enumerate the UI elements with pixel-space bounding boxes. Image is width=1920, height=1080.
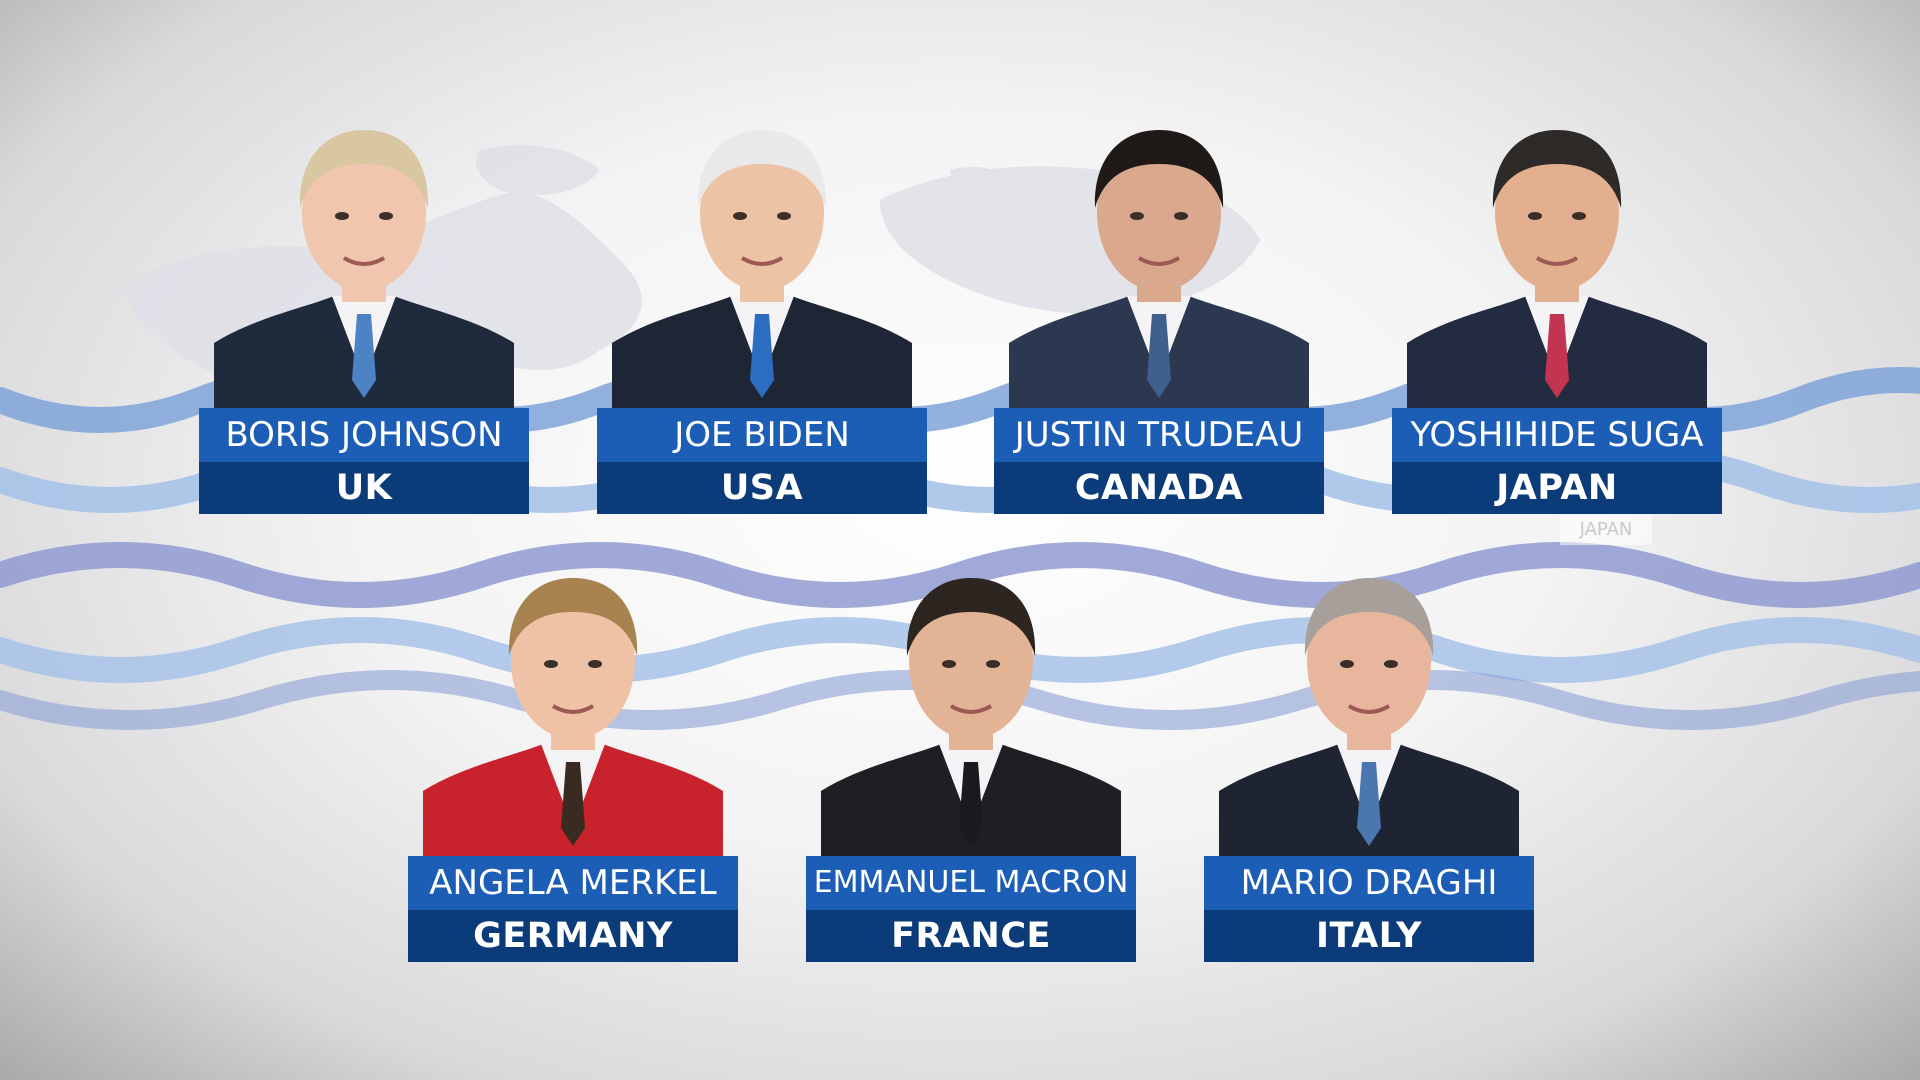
leader-photo [423, 566, 723, 856]
leader-country: USA [597, 462, 927, 514]
hair-shape [1304, 578, 1434, 656]
tie-shape [561, 762, 585, 846]
hair-shape [299, 130, 429, 208]
leader-name: EMMANUEL MACRON [806, 856, 1136, 910]
mouth-shape [1535, 256, 1579, 266]
eye-shape [733, 212, 747, 220]
leader-country: FRANCE [806, 910, 1136, 962]
wave-ribbon [0, 670, 1920, 730]
leader-card-japan: YOSHIHIDE SUGA JAPAN [1392, 118, 1722, 514]
leader-country: GERMANY [408, 910, 738, 962]
mouth-shape [949, 704, 993, 714]
face-shape [1097, 135, 1221, 291]
hair-shape [508, 578, 638, 656]
leader-country: JAPAN [1392, 462, 1722, 514]
face-shape [1495, 135, 1619, 291]
leader-card-italy: MARIO DRAGHI ITALY [1204, 566, 1534, 962]
leader-photo [1219, 566, 1519, 856]
hair-shape [697, 130, 827, 208]
tie-shape [750, 314, 774, 398]
eye-shape [1130, 212, 1144, 220]
leader-card-germany: ANGELA MERKEL GERMANY [408, 566, 738, 962]
leader-card-france: EMMANUEL MACRON FRANCE [806, 566, 1136, 962]
eye-shape [777, 212, 791, 220]
mouth-shape [551, 704, 595, 714]
eye-shape [1572, 212, 1586, 220]
eye-shape [1384, 660, 1398, 668]
eye-shape [942, 660, 956, 668]
mouth-shape [342, 256, 386, 266]
tie-shape [1357, 762, 1381, 846]
leader-name: JOE BIDEN [597, 408, 927, 462]
wave-ribbon [0, 542, 1920, 608]
leader-country: CANADA [994, 462, 1324, 514]
eye-shape [1174, 212, 1188, 220]
leader-name: YOSHIHIDE SUGA [1392, 408, 1722, 462]
leader-country: ITALY [1204, 910, 1534, 962]
leader-photo [214, 118, 514, 408]
leader-name: MARIO DRAGHI [1204, 856, 1534, 910]
tie-shape [352, 314, 376, 398]
leader-country: UK [199, 462, 529, 514]
eye-shape [1340, 660, 1354, 668]
mouth-shape [1137, 256, 1181, 266]
hair-shape [906, 578, 1036, 656]
tie-shape [959, 762, 983, 846]
face-shape [511, 583, 635, 739]
hair-shape [1094, 130, 1224, 208]
leader-photo [1009, 118, 1309, 408]
leader-name: BORIS JOHNSON [199, 408, 529, 462]
leader-photo [1407, 118, 1707, 408]
mouth-shape [740, 256, 784, 266]
tie-shape [1147, 314, 1171, 398]
face-shape [1307, 583, 1431, 739]
leader-card-canada: JUSTIN TRUDEAU CANADA [994, 118, 1324, 514]
eye-shape [544, 660, 558, 668]
hair-shape [1492, 130, 1622, 208]
leader-photo [821, 566, 1121, 856]
face-shape [302, 135, 426, 291]
leader-name: JUSTIN TRUDEAU [994, 408, 1324, 462]
eye-shape [1528, 212, 1542, 220]
leader-name: ANGELA MERKEL [408, 856, 738, 910]
eye-shape [379, 212, 393, 220]
ghost-country-label: JAPAN [1560, 515, 1652, 545]
leader-card-usa: JOE BIDEN USA [597, 118, 927, 514]
face-shape [909, 583, 1033, 739]
tie-shape [1545, 314, 1569, 398]
mouth-shape [1347, 704, 1391, 714]
leader-card-uk: BORIS JOHNSON UK [199, 118, 529, 514]
face-shape [700, 135, 824, 291]
eye-shape [335, 212, 349, 220]
leader-photo [612, 118, 912, 408]
eye-shape [588, 660, 602, 668]
eye-shape [986, 660, 1000, 668]
